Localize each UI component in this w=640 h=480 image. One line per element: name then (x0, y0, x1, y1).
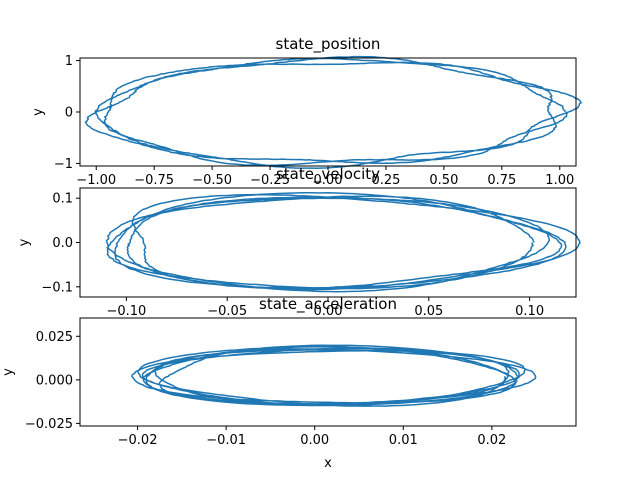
y-tick-label: 0 (65, 106, 73, 121)
series-line (84, 55, 582, 170)
y-tick-label: −0.1 (41, 280, 73, 295)
y-tick-label: −0.025 (25, 417, 73, 432)
x-tick-label: 0.00 (314, 304, 343, 319)
x-tick-label: 1.00 (545, 173, 574, 188)
chart-title: state_acceleration (259, 295, 397, 314)
x-axis-label: x (324, 456, 332, 471)
chart-title: state_position (276, 35, 381, 54)
x-tick-label: −0.75 (134, 173, 174, 188)
y-tick-label: 0.000 (36, 373, 73, 388)
y-tick-label: 0.1 (52, 192, 73, 207)
x-tick-label: 0.05 (414, 304, 443, 319)
x-tick-label: 0.01 (389, 433, 418, 448)
subplot-3: −0.02 −0.01 0.00 0.01 0.02 −0.025 0.000 0.025 st… (1, 295, 577, 471)
x-tick-label: −0.05 (207, 304, 247, 319)
y-tick-label: 1 (65, 54, 73, 69)
y-tick-label: −1 (54, 157, 73, 172)
x-tick-label: 0.00 (300, 433, 329, 448)
axes-frame (79, 317, 577, 427)
series-line (105, 191, 581, 293)
series-line (131, 344, 537, 407)
x-tick-label: −0.50 (192, 173, 232, 188)
y-axis-label: y (31, 108, 46, 116)
y-axis-label: y (17, 238, 32, 246)
x-tick-label: 0.10 (515, 304, 544, 319)
x-tick-label: 0.75 (487, 173, 516, 188)
x-tick-label: 0.50 (429, 173, 458, 188)
x-tick-label: 0.00 (314, 173, 343, 188)
x-tick-label: −0.25 (250, 173, 290, 188)
x-tick-label: 0.25 (371, 173, 400, 188)
subplot-1: −1.00 −0.75 −0.50 −0.25 0.00 0.25 0.50 0.75 1.00… (31, 35, 582, 188)
y-tick-label: 0.0 (52, 236, 73, 251)
x-tick-label: −0.01 (206, 433, 246, 448)
axes-frame (79, 187, 577, 298)
x-tick-label: −0.10 (106, 304, 146, 319)
x-tick-label: 0.02 (477, 433, 506, 448)
y-axis-label: y (1, 368, 16, 376)
x-tick-label: −0.02 (118, 433, 158, 448)
y-tick-label: 0.025 (36, 330, 73, 345)
subplot-2: −0.10 −0.05 0.00 0.05 0.10 −0.1 0.0 0.1 state_ve… (17, 165, 581, 319)
x-tick-label: −1.00 (76, 173, 116, 188)
chart-title: state_velocity (276, 165, 380, 184)
